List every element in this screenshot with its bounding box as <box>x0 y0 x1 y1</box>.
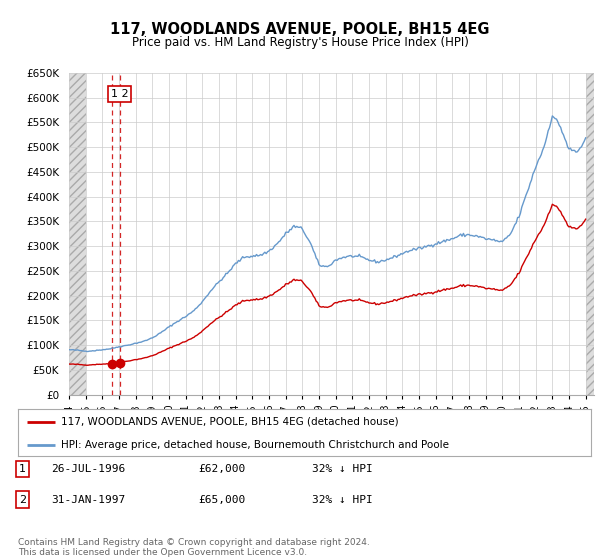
Text: 1 2: 1 2 <box>111 88 128 99</box>
Text: 31-JAN-1997: 31-JAN-1997 <box>51 494 125 505</box>
Bar <box>586 73 594 395</box>
Text: 117, WOODLANDS AVENUE, POOLE, BH15 4EG (detached house): 117, WOODLANDS AVENUE, POOLE, BH15 4EG (… <box>61 417 398 427</box>
Text: £65,000: £65,000 <box>198 494 245 505</box>
Text: 1: 1 <box>19 464 26 474</box>
Text: 26-JUL-1996: 26-JUL-1996 <box>51 464 125 474</box>
Text: Price paid vs. HM Land Registry's House Price Index (HPI): Price paid vs. HM Land Registry's House … <box>131 36 469 49</box>
Text: 32% ↓ HPI: 32% ↓ HPI <box>312 464 373 474</box>
Text: 117, WOODLANDS AVENUE, POOLE, BH15 4EG: 117, WOODLANDS AVENUE, POOLE, BH15 4EG <box>110 22 490 38</box>
Bar <box>69 73 86 395</box>
Text: Contains HM Land Registry data © Crown copyright and database right 2024.
This d: Contains HM Land Registry data © Crown c… <box>18 538 370 557</box>
Text: 32% ↓ HPI: 32% ↓ HPI <box>312 494 373 505</box>
Text: £62,000: £62,000 <box>198 464 245 474</box>
Text: HPI: Average price, detached house, Bournemouth Christchurch and Poole: HPI: Average price, detached house, Bour… <box>61 440 449 450</box>
Text: 2: 2 <box>19 494 26 505</box>
